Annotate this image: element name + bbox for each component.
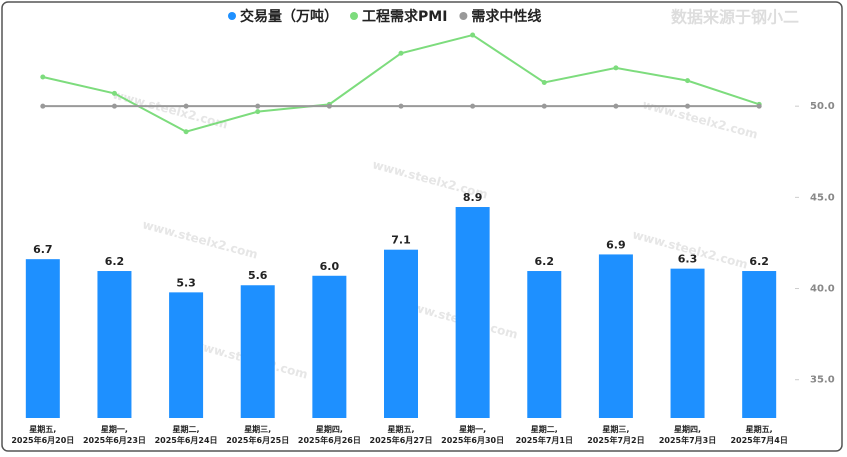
y2-tick-label: 50.0: [810, 101, 835, 112]
point: [613, 103, 619, 109]
x-tick-label: 星期三, 2025年6月25日: [226, 425, 290, 445]
point: [756, 103, 762, 109]
point: [685, 78, 691, 84]
legend-label: 需求中性线: [471, 8, 541, 25]
data-label: 6.2: [535, 255, 555, 268]
x-tick-label: 星期五, 2025年6月20日: [11, 425, 75, 445]
x-tick-label: 星期五, 2025年6月27日: [369, 425, 433, 445]
point: [255, 109, 261, 115]
data-label: 5.6: [248, 269, 268, 282]
x-tick-label: 星期二, 2025年7月1日: [515, 425, 573, 445]
bar: [240, 285, 275, 418]
legend-label: 交易量（万吨）: [240, 8, 338, 25]
point: [255, 103, 261, 109]
data-label: 6.2: [749, 255, 769, 268]
x-tick-label: 星期二, 2025年6月24日: [154, 425, 218, 445]
bar: [384, 249, 418, 418]
bar: [670, 268, 705, 418]
bar: [455, 207, 490, 418]
point: [613, 65, 619, 71]
point: [685, 103, 691, 109]
point: [40, 103, 46, 109]
point: [111, 90, 117, 96]
x-tick-label: 星期四, 2025年7月3日: [658, 425, 717, 445]
x-tick-label: 星期五, 2025年7月4日: [730, 425, 788, 445]
y2-tick-label: 45.0: [810, 192, 835, 203]
bar: [97, 271, 132, 418]
bar: [527, 271, 562, 418]
data-label: 6.2: [105, 255, 125, 268]
legend-marker: [350, 12, 358, 20]
x-tick-label: 星期三, 2025年7月2日: [587, 425, 645, 445]
legend-label: 工程需求PMI: [362, 8, 447, 25]
point: [183, 103, 189, 109]
data-label: 5.3: [176, 276, 196, 289]
point: [40, 74, 46, 80]
data-label: 6.7: [33, 243, 53, 256]
legend-marker: [228, 12, 236, 20]
bar: [598, 254, 633, 418]
x-tick-label: 星期一, 2025年6月23日: [82, 425, 146, 445]
bar: [25, 259, 60, 418]
point: [541, 103, 547, 109]
point: [326, 103, 332, 109]
data-label: 6.3: [678, 253, 698, 266]
y2-tick-label: 40.0: [810, 284, 835, 295]
bar: [312, 275, 347, 418]
x-tick-label: 星期一, 2025年6月30日: [441, 425, 505, 445]
legend-marker: [459, 12, 468, 20]
x-tick-label: 星期四, 2025年6月26日: [297, 425, 361, 445]
data-label: 8.9: [463, 191, 483, 204]
y2-tick-label: 35.0: [810, 375, 835, 386]
bar: [169, 292, 204, 418]
point: [111, 103, 117, 109]
source-note: 数据来源于钢小二: [671, 8, 799, 27]
point: [470, 32, 476, 38]
data-label: 7.1: [391, 234, 411, 247]
data-label: 6.0: [320, 260, 340, 273]
point: [398, 50, 404, 56]
data-label: 6.9: [606, 238, 626, 251]
point: [183, 129, 189, 135]
point: [398, 103, 404, 109]
bar: [742, 271, 777, 418]
point: [470, 103, 476, 109]
point: [541, 79, 547, 85]
